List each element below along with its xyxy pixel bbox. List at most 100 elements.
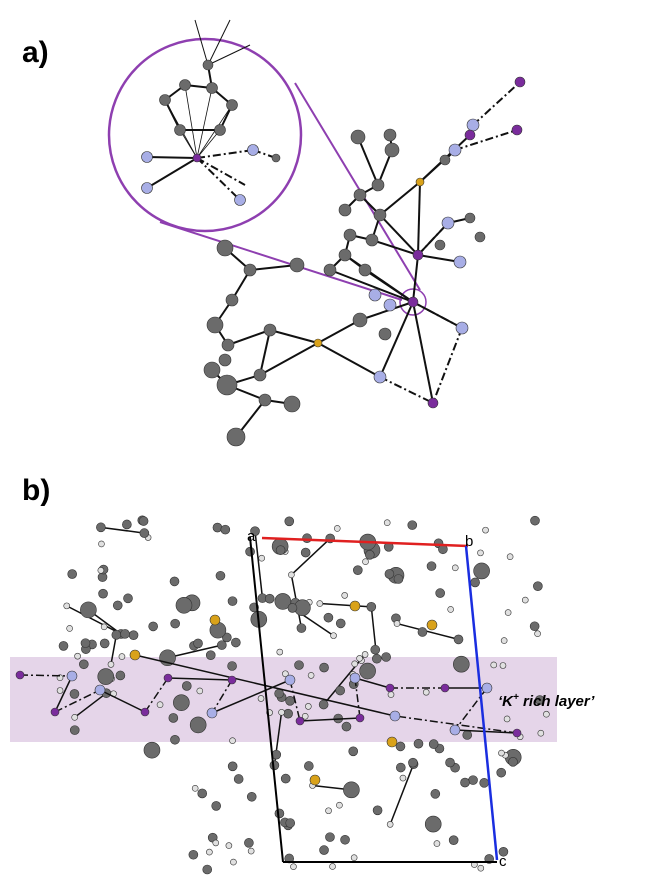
bond — [291, 538, 330, 574]
atom — [478, 865, 484, 871]
atom — [394, 621, 400, 627]
atom — [98, 541, 104, 547]
atom — [288, 572, 294, 578]
atom — [384, 520, 390, 526]
atom — [244, 264, 256, 276]
atom — [234, 774, 243, 783]
atom — [428, 398, 438, 408]
atom — [474, 563, 490, 579]
atom — [342, 722, 351, 731]
bond — [433, 328, 462, 403]
atom — [70, 689, 79, 698]
atom — [366, 234, 378, 246]
bond — [147, 157, 197, 158]
atom — [357, 655, 363, 661]
atom — [427, 562, 436, 571]
atom — [112, 630, 121, 639]
atom — [449, 144, 461, 156]
atom — [258, 695, 264, 701]
atom — [362, 651, 368, 657]
atom — [400, 775, 406, 781]
atom — [317, 601, 323, 607]
atom — [482, 683, 492, 693]
atom — [226, 294, 238, 306]
atom — [372, 179, 384, 191]
panel-label: a) — [22, 36, 49, 69]
bond — [208, 45, 250, 65]
atom — [64, 603, 70, 609]
atom — [171, 619, 180, 628]
atom — [235, 195, 246, 206]
bond — [380, 182, 420, 215]
atom — [142, 183, 153, 194]
atom — [182, 681, 191, 690]
atom — [408, 521, 417, 530]
atom — [374, 209, 386, 221]
atom — [68, 570, 77, 579]
atom — [385, 569, 394, 578]
atom — [435, 240, 445, 250]
atom — [275, 689, 284, 698]
atom — [460, 778, 469, 787]
atom — [101, 624, 107, 630]
atom — [384, 129, 396, 141]
atom — [441, 684, 449, 692]
atom — [203, 60, 213, 70]
atom — [469, 776, 478, 785]
atom — [80, 602, 96, 618]
atom — [130, 650, 140, 660]
bond — [197, 88, 212, 158]
atom — [533, 582, 542, 591]
bond — [320, 604, 372, 607]
atom — [314, 339, 322, 347]
atom — [284, 709, 293, 718]
atom — [169, 713, 178, 722]
atom — [359, 264, 371, 276]
bond — [318, 343, 380, 377]
atom — [440, 155, 450, 165]
atom — [98, 567, 104, 573]
atom — [371, 645, 380, 654]
atom — [369, 289, 381, 301]
atom — [390, 711, 400, 721]
axis-label: a — [247, 528, 256, 545]
atom — [414, 739, 423, 748]
atom — [79, 660, 88, 669]
bond — [147, 158, 197, 188]
atom — [217, 641, 226, 650]
atom — [67, 671, 77, 681]
atom — [248, 145, 259, 156]
atom — [16, 671, 24, 679]
atom — [339, 204, 351, 216]
atom — [341, 835, 350, 844]
atom — [349, 747, 358, 756]
atom — [276, 546, 285, 555]
atom — [198, 789, 207, 798]
atom — [442, 217, 454, 229]
atom — [189, 850, 198, 859]
atom — [373, 806, 382, 815]
atom — [295, 661, 304, 670]
atom — [326, 808, 332, 814]
panel-label: b) — [22, 474, 50, 507]
atom — [124, 594, 133, 603]
atom — [418, 627, 427, 636]
atom — [216, 571, 225, 580]
atom — [228, 762, 237, 771]
atom — [288, 603, 297, 612]
atom — [194, 639, 203, 648]
bond — [197, 150, 253, 158]
bond — [228, 330, 270, 345]
atom — [530, 516, 539, 525]
bond — [260, 343, 318, 375]
atom — [140, 529, 149, 538]
atom — [508, 757, 517, 766]
atom — [213, 840, 219, 846]
atom — [310, 775, 320, 785]
atom — [222, 339, 234, 351]
atom — [303, 534, 312, 543]
atom — [324, 264, 336, 276]
atom — [170, 735, 179, 744]
atom — [228, 597, 237, 606]
atom — [512, 125, 522, 135]
